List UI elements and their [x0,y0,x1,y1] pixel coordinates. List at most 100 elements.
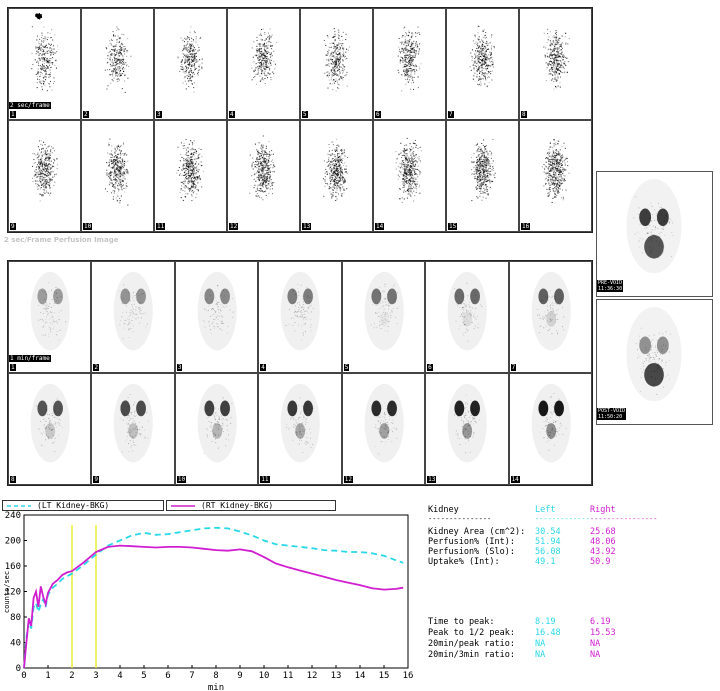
stats-right-value: 50.9 [590,557,611,567]
stats-col-right: Right [590,505,616,515]
frame-number: 13 [427,476,437,483]
right-kidney-curve [23,544,404,669]
perfusion-frame[interactable]: 10 [81,120,154,232]
function-frame-image [531,271,571,351]
stats-right-value: 15.53 [590,628,616,638]
perfusion-frame-image [469,25,495,87]
function-frame[interactable]: 8 [8,373,92,485]
function-frame[interactable]: 9 [91,373,175,485]
stats-left-value: 30.54 [535,527,561,537]
function-frame-image [447,271,487,351]
legend-lt-label: (LT Kidney-BKG) [37,501,110,510]
stats-right-value: NA [590,650,601,660]
perfusion-frame[interactable]: 13 [300,120,373,232]
frame-number: 16 [521,223,531,230]
stats-divider-right: ---------------- [590,515,658,523]
perfusion-frame[interactable]: 8 [519,8,592,120]
perfusion-frame-image [249,135,276,201]
frame-number: 10 [176,476,187,483]
function-frame-image [364,271,404,351]
x-tick-label: 13 [331,671,342,681]
function-frame[interactable]: 2 [91,261,175,373]
stats-divider-left: ------------------ [535,515,611,523]
post-void-image[interactable]: POST-VOID 11:50:20 [596,299,713,425]
perfusion-frame-image [397,26,422,92]
y-tick-label: 40 [10,639,21,649]
function-frame[interactable]: 13 [425,373,509,485]
x-tick-label: 9 [237,671,242,681]
function-frame[interactable]: 4 [258,261,342,373]
frame-number: 11 [156,223,166,230]
frame-number: 4 [229,111,235,118]
x-tick-label: 0 [21,671,26,681]
perfusion-frame[interactable]: 5 [300,8,373,120]
function-frame[interactable]: 14 [508,373,592,485]
perfusion-frame[interactable]: 9 [8,120,81,232]
stats-col-left: Left [535,505,556,515]
y-tick-label: 80 [10,613,21,623]
perfusion-frame[interactable]: 16 [519,120,592,232]
stats-label: 20min/3min ratio: [428,650,515,660]
stats-label: Kidney Area (cm^2): [428,527,526,537]
pre-void-image[interactable]: PRE-VOID 11:36:30 [596,171,713,297]
function-frame[interactable]: 6 [425,261,509,373]
x-axis-label: min [208,683,224,691]
perfusion-frame-image [471,138,496,202]
perfusion-image-grid: 1 2 sec/frame 2 3 4 5 6 7 8 9 10 11 12 13 14 15 16 [7,7,593,233]
perfusion-frame[interactable]: 1 2 sec/frame [8,8,81,120]
frame-number: 7 [510,364,517,371]
function-frame-image [30,271,70,351]
perfusion-frame-image [395,137,422,204]
frame-number: 6 [427,364,433,371]
perfusion-frame-image [543,28,570,90]
function-frame[interactable]: 5 [341,261,426,373]
perfusion-frame[interactable]: 2 [81,8,154,120]
perfusion-frame[interactable]: 11 [154,120,227,232]
post-void-label: POST-VOID 11:50:20 [597,408,627,420]
perfusion-frame[interactable]: 15 [446,120,519,232]
left-kidney-curve [23,526,404,669]
perfusion-frame[interactable]: 6 [373,8,446,120]
perfusion-frame[interactable]: 14 [373,120,446,232]
perfusion-frame-image [176,138,204,202]
renogram-chart: 0 1 2 3 4 5 6 7 8 9 10 11 12 13 14 15 160408012016020024… [3,511,413,691]
legend-rt-label: (RT Kidney-BKG) [201,501,274,510]
function-frame[interactable]: 10 [174,373,259,485]
frame-number: 9 [93,476,100,483]
function-frame[interactable]: 12 [341,373,426,485]
stats-title: Kidney [428,505,459,515]
frame-number: 13 [302,223,312,230]
stats-label: Uptake% (Int): [428,557,500,567]
legend-right-kidney: (RT Kidney-BKG) [166,500,336,511]
perfusion-frame[interactable]: 4 [227,8,300,120]
function-frame[interactable]: 11 [258,373,342,485]
function-frame[interactable]: 1 1 min/frame [8,261,92,373]
y-tick-label: 120 [5,588,21,598]
frame-number: 9 [10,223,16,230]
stats-right-value: 25.68 [590,527,616,537]
function-frame-image [30,383,70,463]
x-tick-label: 11 [283,671,294,681]
frame-number: 14 [510,476,520,483]
y-tick-label: 240 [5,511,21,521]
function-frame[interactable]: 3 [174,261,259,373]
stats-right-value: NA [590,639,601,649]
function-frame[interactable]: 7 [508,261,592,373]
frame-number: 2 [83,111,89,118]
kidney-scan-image [626,178,682,274]
function-frame-image [364,383,404,463]
function-image-grid: 1 1 min/frame 2 3 4 5 6 7 8 9 10 11 12 13 14 [7,260,593,486]
frame-number: 5 [302,111,308,118]
pre-void-label: PRE-VOID 11:36:30 [597,280,624,292]
perfusion-frame-image [104,26,132,93]
frame-number: 8 [10,476,16,483]
perfusion-frame-image [177,26,203,93]
stats-divider: --------------- [428,515,492,523]
frame-number: 12 [343,476,353,483]
perfusion-frame[interactable]: 12 [227,120,300,232]
perfusion-frame[interactable]: 7 [446,8,519,120]
function-frame-image [531,383,571,463]
function-frame-image [280,271,321,351]
frame-number: 6 [375,111,381,118]
perfusion-frame[interactable]: 3 [154,8,227,120]
